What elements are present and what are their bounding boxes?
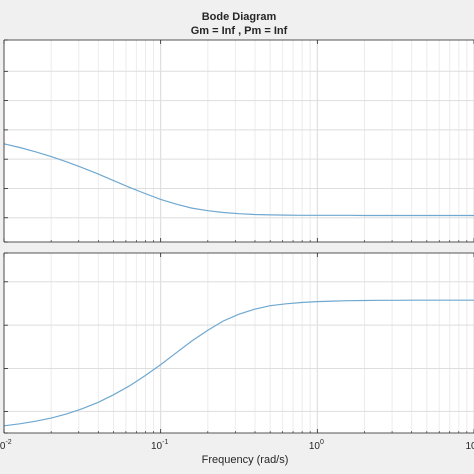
x-tick-label: 100 — [309, 439, 324, 452]
x-tick-label: 10-1 — [151, 439, 168, 452]
phase-panel — [3, 252, 474, 434]
chart-title: Bode Diagram — [202, 11, 277, 23]
phase-series-line — [3, 299, 474, 427]
x-tick-label: 10-2 — [0, 439, 12, 452]
magnitude-series-line — [3, 143, 474, 217]
chart-subtitle: Gm = Inf , Pm = Inf — [191, 25, 288, 37]
plot-area — [4, 40, 474, 242]
x-tick-labels: 10-2 10-1 100 101 — [0, 439, 474, 452]
x-tick-label: 101 — [465, 439, 474, 452]
magnitude-panel — [3, 39, 474, 243]
x-axis-label: Frequency (rad/s) — [202, 454, 289, 466]
plot-area — [4, 253, 474, 433]
